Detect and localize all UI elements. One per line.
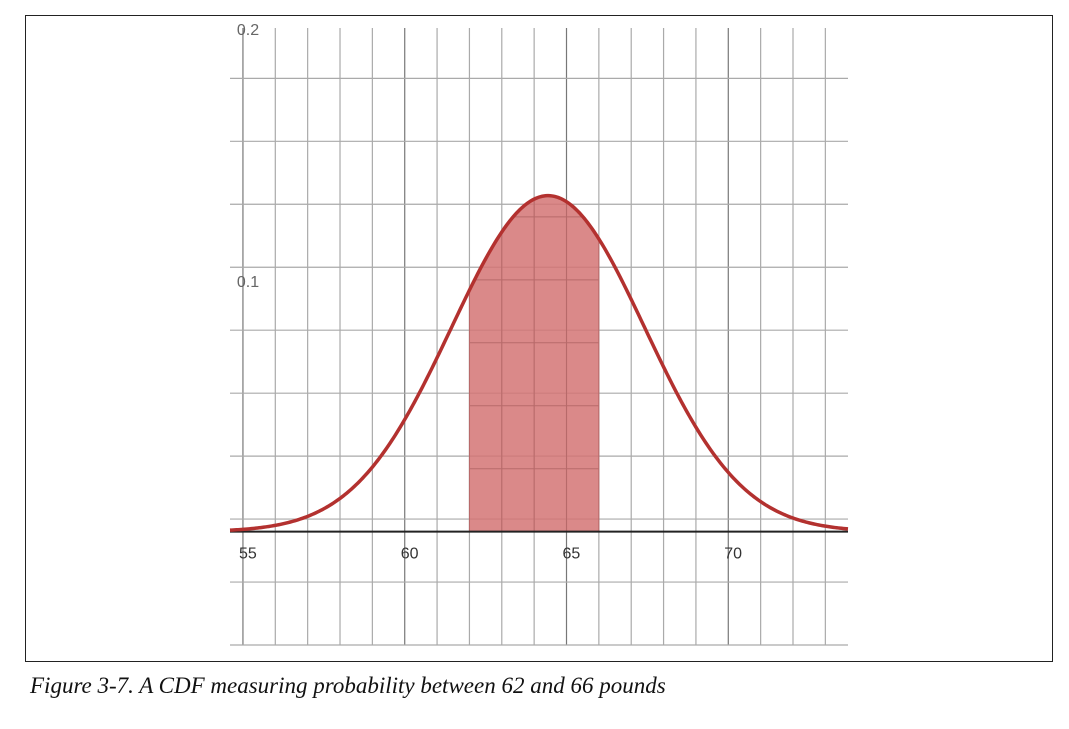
y-tick-label-0.1: 0.1 <box>237 274 259 291</box>
tick-labels: 55 60 65 70 0.1 0.2 <box>237 22 742 563</box>
normal-curve <box>229 193 849 532</box>
x-tick-label-70: 70 <box>724 546 742 563</box>
y-tick-label-0.2: 0.2 <box>237 22 259 39</box>
x-tick-label-55: 55 <box>239 546 257 563</box>
x-tick-label-60: 60 <box>401 546 419 563</box>
x-tick-label-65: 65 <box>563 546 581 563</box>
shaded-area-grid <box>468 199 600 532</box>
figure-caption: Figure 3-7. A CDF measuring probability … <box>30 673 666 698</box>
